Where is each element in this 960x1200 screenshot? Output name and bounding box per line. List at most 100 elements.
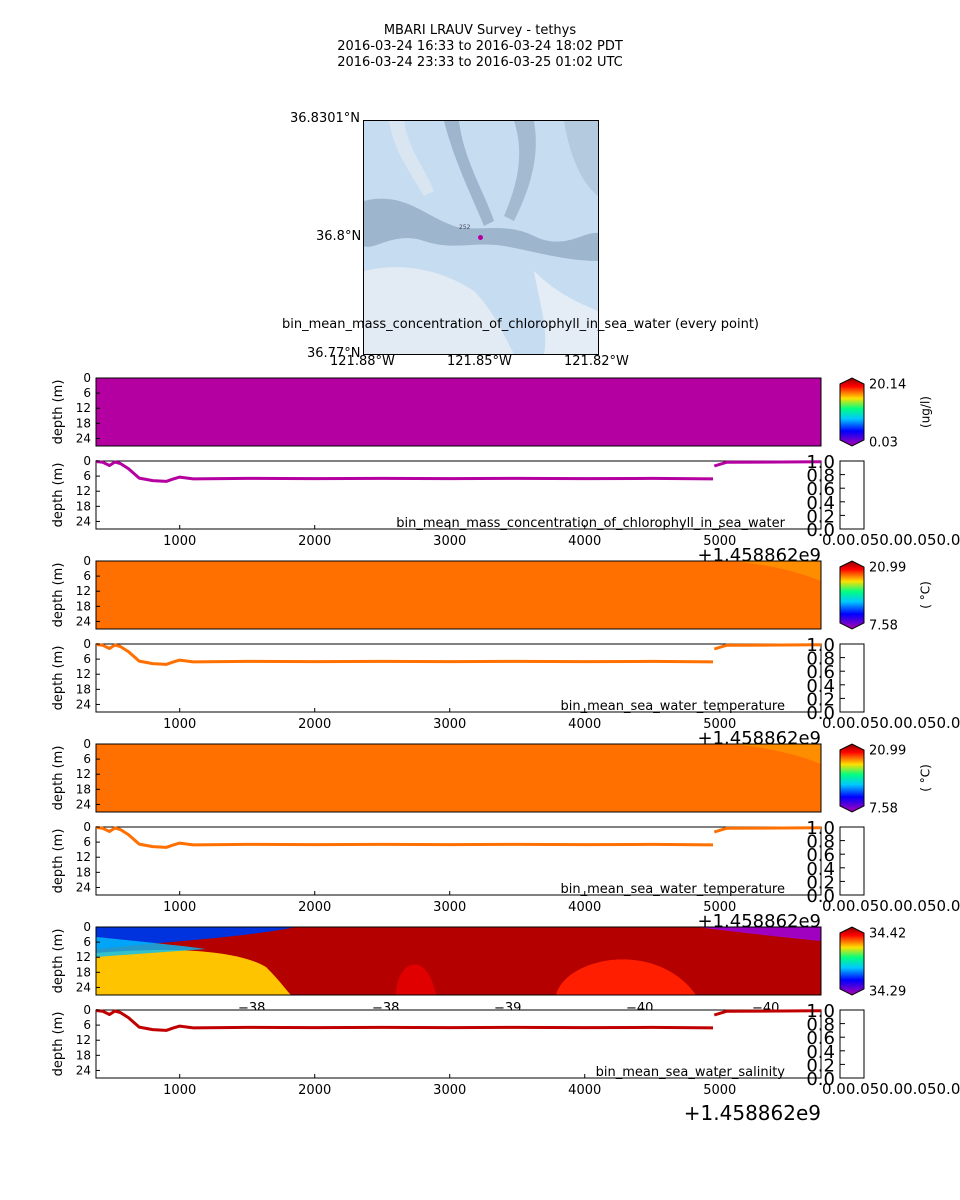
y-tick-label: 18 (76, 782, 91, 796)
x-tick-label: 4000 (568, 717, 601, 732)
x-offset-label: +1.458862e9 (698, 911, 822, 932)
y-tick-label: 12 (76, 1033, 91, 1047)
x-tick-label: 5000 (703, 534, 736, 549)
x-tick-label: 2000 (298, 900, 331, 915)
y-tick-label: 24 (76, 431, 91, 445)
y-tick-label: 18 (76, 965, 91, 979)
map-lon-label: 121.82°W (564, 354, 629, 369)
stray-tick-label: −40 (752, 1001, 779, 1016)
colorbar-tick-label: 1.0 (806, 635, 835, 656)
chart-title-line-1: MBARI LRAUV Survey - tethys (383, 23, 577, 38)
colorbar-x-tick-label: 0.00.050.00.050.0 (822, 1080, 960, 1098)
y-tick-label: 24 (76, 697, 91, 711)
colorbar-tick-label: 0.6 (806, 845, 835, 866)
colorbar-x-tick-label: 0.00.050.00.050.0 (822, 897, 960, 915)
colorbar-tick-label: 0.4 (806, 1042, 835, 1063)
map-lat-label: 36.8301°N (290, 111, 360, 126)
colorbar-tick-label: 0.6 (806, 1028, 835, 1049)
map-lat-label: 36.8°N (316, 229, 362, 244)
x-tick-label: 4000 (568, 1083, 601, 1098)
y-axis-label: depth (m) (51, 563, 66, 628)
chart-title-line-3: 2016-03-24 23:33 to 2016-03-25 01:02 UTC (337, 55, 623, 70)
colorbar (839, 926, 865, 996)
y-tick-label: 24 (76, 980, 91, 994)
x-tick-label: 3000 (433, 900, 466, 915)
salinity-high-patch (556, 959, 696, 995)
plot-frame (95, 377, 822, 447)
y-axis-label: depth (m) (51, 646, 66, 711)
colorbar-tick-label: 1.0 (806, 452, 835, 473)
x-tick-label: 1000 (163, 1083, 196, 1098)
y-tick-label: 12 (76, 850, 91, 864)
y-tick-label: 12 (76, 667, 91, 681)
stray-tick-label: −39 (494, 1001, 521, 1016)
x-tick-label: 4000 (568, 534, 601, 549)
colorbar-tick-label: 0.2 (806, 506, 835, 527)
colorbar-tick-label: 0.2 (806, 1055, 835, 1076)
y-tick-label: 0 (83, 920, 91, 934)
colorbar (839, 743, 865, 813)
colorbar-tick-label: 0.0 (806, 1069, 835, 1090)
empty-colorbar (839, 826, 865, 896)
x-tick-label: 2000 (298, 534, 331, 549)
series-label: bin_mean_sea_water_salinity (596, 1065, 786, 1080)
y-tick-label: 12 (76, 401, 91, 415)
salinity-cyan-band (96, 937, 206, 957)
y-tick-label: 6 (83, 569, 91, 583)
section-fill (96, 378, 821, 446)
y-tick-label: 6 (83, 652, 91, 666)
section-fill (96, 561, 821, 629)
colorbar-tick-label: 0.8 (806, 466, 835, 487)
x-tick-label: 5000 (703, 900, 736, 915)
stray-tick-label: −38 (238, 1001, 265, 1016)
colorbar-max-label: 20.99 (869, 744, 906, 759)
bathymetry-map: 252 (363, 120, 599, 355)
colorbar-min-label: 7.58 (869, 619, 898, 634)
stray-tick-label: −40 (626, 1001, 653, 1016)
map-lon-label: 121.88°W (330, 354, 395, 369)
y-tick-label: 6 (83, 386, 91, 400)
plot-frame (95, 560, 822, 630)
y-axis-label: depth (m) (51, 829, 66, 894)
colorbar-tick-label: 0.4 (806, 859, 835, 880)
y-tick-label: 0 (83, 737, 91, 751)
colorbar-tick-label: 0.6 (806, 479, 835, 500)
marker-label: 252 (459, 224, 471, 231)
x-tick-label: 3000 (433, 534, 466, 549)
track-line (95, 826, 822, 849)
x-tick-label: 1000 (163, 534, 196, 549)
series-label: bin_mean_sea_water_temperature (561, 882, 785, 897)
y-tick-label: 18 (76, 865, 91, 879)
y-tick-label: 18 (76, 499, 91, 513)
x-tick-label: 3000 (433, 717, 466, 732)
y-tick-label: 0 (83, 454, 91, 468)
y-axis-label: depth (m) (51, 463, 66, 528)
y-tick-label: 24 (76, 1063, 91, 1077)
colorbar-unit-label: ( °C) (919, 581, 933, 609)
x-tick-label: 5000 (703, 1083, 736, 1098)
colorbar-min-label: 0.03 (869, 436, 898, 451)
x-tick-label: 1000 (163, 717, 196, 732)
y-tick-label: 18 (76, 416, 91, 430)
salinity-high-patch (396, 964, 436, 995)
empty-colorbar (839, 460, 865, 530)
y-tick-label: 6 (83, 835, 91, 849)
y-tick-label: 6 (83, 1018, 91, 1032)
y-axis-label: depth (m) (51, 1012, 66, 1077)
colorbar-tick-label: 0.4 (806, 676, 835, 697)
salinity-surface-purple (696, 927, 821, 941)
colorbar-tick-label: 1.0 (806, 818, 835, 839)
colorbar-tick-label: 0.2 (806, 872, 835, 893)
colorbar-min-label: 34.29 (869, 985, 906, 1000)
colorbar-tick-label: 0.8 (806, 649, 835, 670)
y-axis-label: depth (m) (51, 929, 66, 994)
plot-frame (95, 926, 822, 996)
y-tick-label: 18 (76, 682, 91, 696)
stray-tick-label: −38 (372, 1001, 399, 1016)
salinity-low-region (96, 949, 291, 995)
surface-warm-patch (731, 744, 821, 764)
surface-warm-patch (731, 561, 821, 581)
x-tick-label: 1000 (163, 900, 196, 915)
y-tick-label: 12 (76, 950, 91, 964)
y-tick-label: 24 (76, 614, 91, 628)
